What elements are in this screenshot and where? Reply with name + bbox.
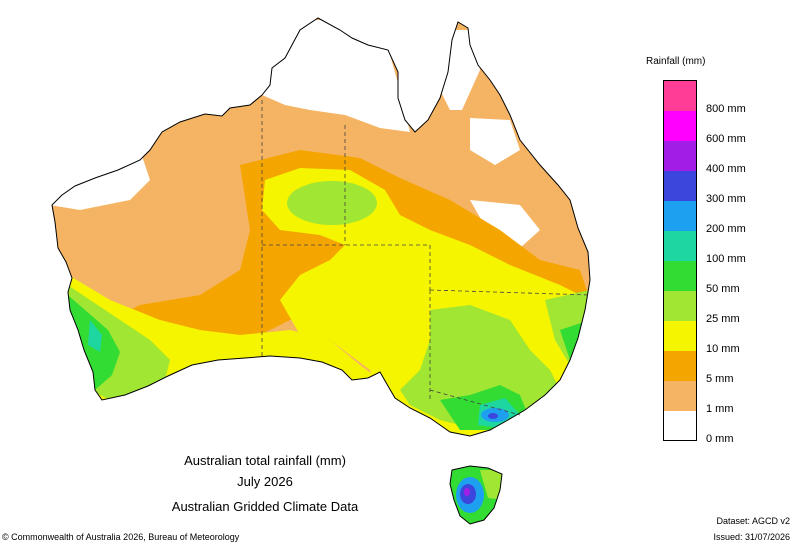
legend-title: Rainfall (mm) bbox=[646, 56, 706, 67]
tasmania-coastline bbox=[449, 465, 503, 525]
legend-label: 25 mm bbox=[706, 313, 740, 325]
legend-label: 200 mm bbox=[706, 223, 746, 235]
legend-label: 1 mm bbox=[706, 403, 734, 415]
legend-label: 10 mm bbox=[706, 343, 740, 355]
state-borders bbox=[261, 100, 591, 416]
tasmania-rainfall bbox=[450, 466, 502, 524]
legend-swatch bbox=[664, 261, 696, 291]
legend-label: 300 mm bbox=[706, 193, 746, 205]
map-title: Australian total rainfall (mm) bbox=[184, 453, 346, 468]
map-source: Australian Gridded Climate Data bbox=[171, 499, 359, 514]
issued-text: Issued: 31/07/2026 bbox=[713, 532, 790, 542]
legend-label: 400 mm bbox=[706, 163, 746, 175]
legend-colorbar bbox=[663, 80, 697, 441]
mainland-rainfall bbox=[52, 18, 590, 436]
legend-swatch bbox=[664, 231, 696, 261]
legend-swatch bbox=[664, 171, 696, 201]
legend-swatch bbox=[664, 111, 696, 141]
legend-label: 800 mm bbox=[706, 103, 746, 115]
legend-swatch bbox=[664, 321, 696, 351]
legend-label: 600 mm bbox=[706, 133, 746, 145]
map-period: July 2026 bbox=[237, 474, 293, 489]
mainland-coastline bbox=[51, 17, 591, 437]
legend-swatch bbox=[664, 351, 696, 381]
legend-swatch bbox=[664, 381, 696, 411]
legend-label: 0 mm bbox=[706, 433, 734, 445]
legend-swatch bbox=[664, 411, 696, 440]
legend-swatch bbox=[664, 141, 696, 171]
dataset-text: Dataset: AGCD v2 bbox=[716, 516, 790, 526]
legend-swatch bbox=[664, 81, 696, 111]
legend-label: 50 mm bbox=[706, 283, 740, 295]
legend-swatch bbox=[664, 291, 696, 321]
copyright-text: © Commonwealth of Australia 2026, Bureau… bbox=[2, 532, 240, 542]
rainfall-map bbox=[51, 17, 591, 525]
legend-label: 5 mm bbox=[706, 373, 734, 385]
legend-swatch bbox=[664, 201, 696, 231]
legend-label: 100 mm bbox=[706, 253, 746, 265]
